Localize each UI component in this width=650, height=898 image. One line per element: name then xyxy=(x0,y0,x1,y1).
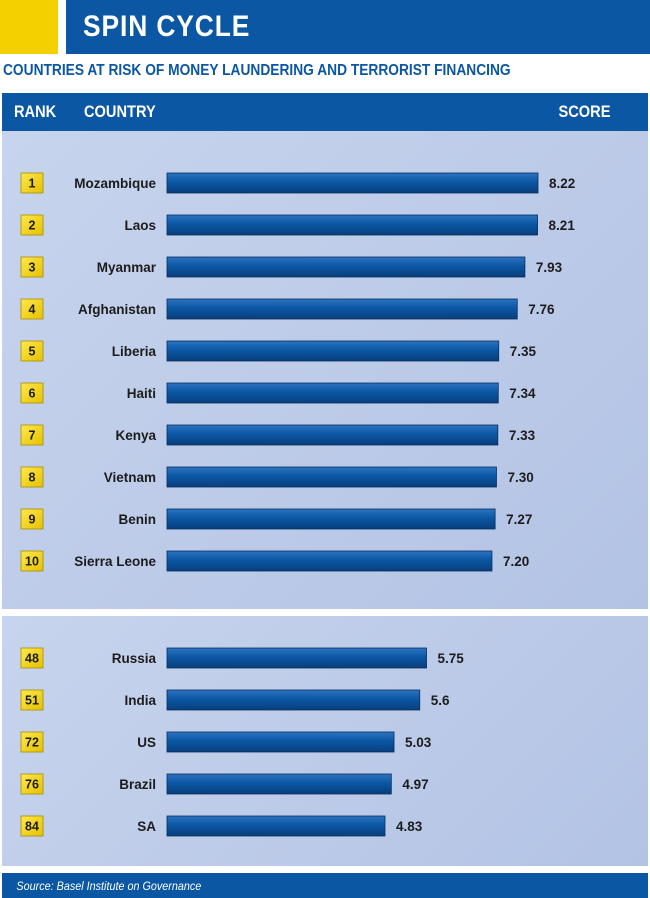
yellow-accent-block xyxy=(0,0,58,54)
bar xyxy=(166,508,496,530)
value-label: 7.20 xyxy=(503,554,529,569)
rank-badge xyxy=(20,298,44,320)
bar xyxy=(166,340,500,362)
value-label: 7.35 xyxy=(510,344,537,359)
country-label: Mozambique xyxy=(74,176,156,191)
rank-badge xyxy=(20,256,44,278)
country-label: Sierra Leone xyxy=(74,554,156,569)
bar xyxy=(166,256,526,278)
rank-label: 76 xyxy=(25,778,39,792)
value-label: 7.93 xyxy=(536,260,563,275)
rank-label: 4 xyxy=(29,303,36,317)
rank-label: 3 xyxy=(29,261,36,275)
source-footer-bar: Source: Basel Institute on Governance xyxy=(2,873,648,898)
value-label: 4.83 xyxy=(396,819,423,834)
value-label: 5.75 xyxy=(438,651,465,666)
rank-label: 9 xyxy=(29,513,36,527)
country-label: Vietnam xyxy=(104,470,156,485)
rank-label: 10 xyxy=(25,555,39,569)
rank-label: 72 xyxy=(25,736,39,750)
bar xyxy=(166,382,499,404)
value-label: 4.97 xyxy=(402,777,428,792)
rank-label: 48 xyxy=(25,652,39,666)
value-label: 7.27 xyxy=(506,512,532,527)
rank-badge xyxy=(20,382,44,404)
bar xyxy=(166,773,392,795)
country-label: Benin xyxy=(118,512,156,527)
country-column-header: COUNTRY xyxy=(84,102,156,121)
rank-column-header: RANK xyxy=(14,102,57,121)
bar xyxy=(166,731,395,753)
bar xyxy=(166,466,497,488)
country-label: Haiti xyxy=(127,386,156,401)
country-label: Russia xyxy=(112,651,157,666)
value-label: 7.33 xyxy=(509,428,536,443)
rank-badge xyxy=(20,815,44,837)
country-label: Laos xyxy=(124,218,156,233)
rank-badge xyxy=(20,773,44,795)
rank-label: 6 xyxy=(29,387,36,401)
column-header-bar: RANK COUNTRY SCORE xyxy=(2,93,648,131)
rank-label: 51 xyxy=(25,694,39,708)
value-label: 8.22 xyxy=(549,176,575,191)
rank-label: 2 xyxy=(29,219,36,233)
rank-label: 5 xyxy=(29,345,36,359)
value-label: 7.34 xyxy=(509,386,536,401)
rank-label: 7 xyxy=(29,429,36,443)
bar xyxy=(166,172,539,194)
rank-badge xyxy=(20,340,44,362)
rank-badge xyxy=(20,424,44,446)
rank-badge xyxy=(20,508,44,530)
rank-badge xyxy=(20,731,44,753)
value-label: 7.76 xyxy=(528,302,555,317)
rank-label: 84 xyxy=(25,820,39,834)
chart-subtitle: COUNTRIES AT RISK OF MONEY LAUNDERING AN… xyxy=(3,62,511,79)
bar xyxy=(166,550,493,572)
value-label: 7.30 xyxy=(507,470,533,485)
bar xyxy=(166,214,538,236)
country-label: Afghanistan xyxy=(78,302,156,317)
country-label: US xyxy=(137,735,156,750)
rank-badge xyxy=(20,647,44,669)
chart-title: SPIN CYCLE xyxy=(83,10,251,43)
rank-label: 1 xyxy=(29,177,36,191)
country-label: SA xyxy=(137,819,156,834)
value-label: 5.03 xyxy=(405,735,432,750)
bar xyxy=(166,689,421,711)
country-label: Liberia xyxy=(112,344,157,359)
title-bar: SPIN CYCLE xyxy=(66,0,650,54)
bar xyxy=(166,298,518,320)
rank-badge xyxy=(20,689,44,711)
country-label: Brazil xyxy=(119,777,156,792)
rank-badge xyxy=(20,172,44,194)
country-label: India xyxy=(124,693,156,708)
rank-badge xyxy=(20,466,44,488)
source-note: Source: Basel Institute on Governance xyxy=(16,878,202,893)
score-column-header: SCORE xyxy=(557,102,610,121)
rank-badge xyxy=(20,214,44,236)
rank-label: 8 xyxy=(29,471,36,485)
bar xyxy=(166,647,427,669)
value-label: 8.21 xyxy=(549,218,576,233)
country-label: Myanmar xyxy=(97,260,157,275)
bar xyxy=(166,815,386,837)
value-label: 5.6 xyxy=(431,693,450,708)
bar xyxy=(166,424,499,446)
country-label: Kenya xyxy=(115,428,156,443)
rank-badge xyxy=(20,550,44,572)
